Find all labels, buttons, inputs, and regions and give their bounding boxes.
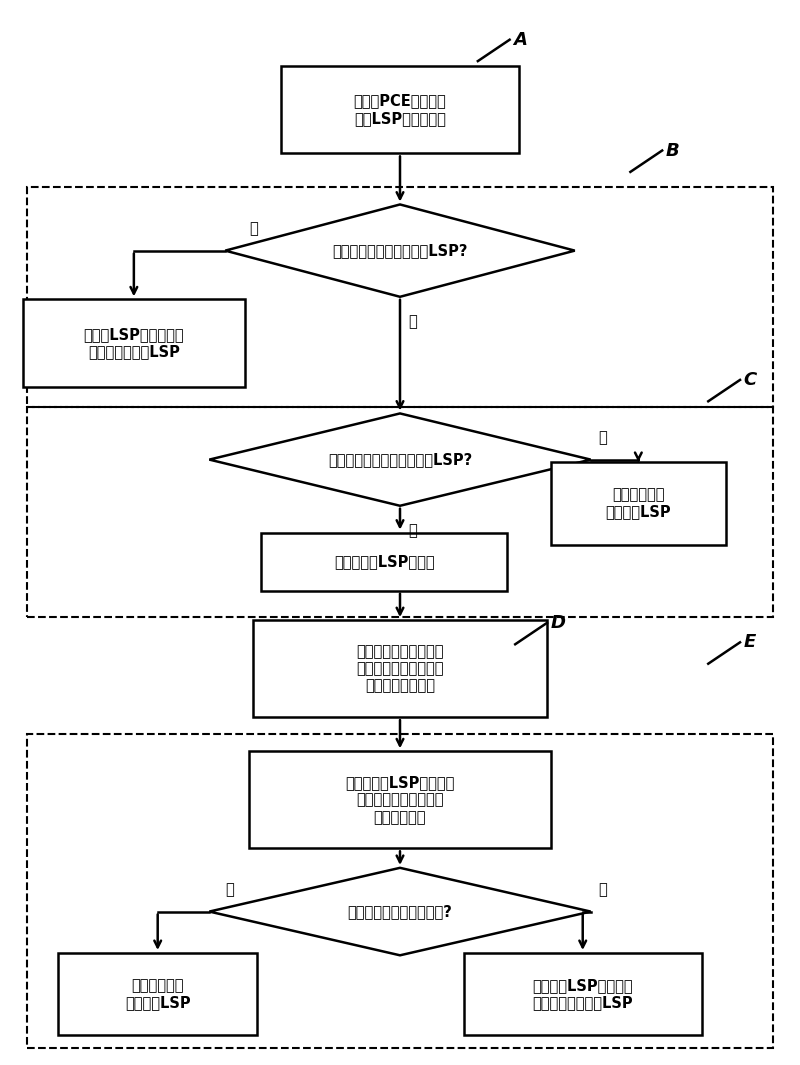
Text: 计算非直连LSP的跳数: 计算非直连LSP的跳数 (334, 554, 434, 569)
Text: 节点向PCE发送建立
新的LSP的建路请求: 节点向PCE发送建立 新的LSP的建路请求 (354, 94, 446, 126)
Text: 根据非直连LSP的跳数和
最短路径的跳数，计算
归一化跳数比: 根据非直连LSP的跳数和 最短路径的跳数，计算 归一化跳数比 (346, 775, 454, 824)
Bar (22, 299, 245, 387)
Polygon shape (226, 204, 574, 297)
Text: 在物理拓扑层
建立新的LSP: 在物理拓扑层 建立新的LSP (606, 487, 671, 520)
Text: 在物理拓扑层
建立新的LSP: 在物理拓扑层 建立新的LSP (125, 978, 190, 1011)
Bar (26, 407, 774, 617)
Text: 是: 是 (408, 523, 417, 538)
Text: 是: 是 (249, 222, 258, 236)
Text: D: D (550, 613, 565, 632)
Text: 以直连LSP为基础在虚
拓扑层建立新的LSP: 以直连LSP为基础在虚 拓扑层建立新的LSP (83, 327, 184, 359)
Text: 否: 否 (408, 314, 417, 329)
Polygon shape (210, 868, 590, 955)
Text: 否: 否 (598, 882, 607, 897)
Bar (261, 532, 507, 591)
Text: 以非直连LSP为基础在
虚拓扑层建立新的LSP: 以非直连LSP为基础在 虚拓扑层建立新的LSP (533, 978, 633, 1011)
Text: A: A (513, 31, 526, 49)
Text: 在物理拓扑层计算一条
最短路径，并进而计算
最短路径的跳数；: 在物理拓扑层计算一条 最短路径，并进而计算 最短路径的跳数； (356, 643, 444, 693)
Bar (463, 953, 702, 1035)
Bar (551, 462, 726, 544)
Bar (281, 66, 519, 153)
Text: E: E (743, 634, 755, 652)
Text: 是: 是 (226, 882, 234, 897)
Bar (58, 953, 257, 1035)
Bar (26, 734, 774, 1048)
Text: 是否存在满足要求的非直连LSP?: 是否存在满足要求的非直连LSP? (328, 453, 472, 468)
Bar (253, 620, 547, 717)
Text: C: C (743, 371, 757, 389)
Text: 是否存在满足要求的直连LSP?: 是否存在满足要求的直连LSP? (332, 243, 468, 258)
Bar (26, 187, 774, 407)
Bar (249, 751, 551, 849)
Polygon shape (210, 413, 590, 506)
Text: 跳数比是否大于预设阈值?: 跳数比是否大于预设阈值? (347, 904, 453, 919)
Text: 否: 否 (598, 430, 607, 445)
Text: B: B (666, 142, 679, 160)
